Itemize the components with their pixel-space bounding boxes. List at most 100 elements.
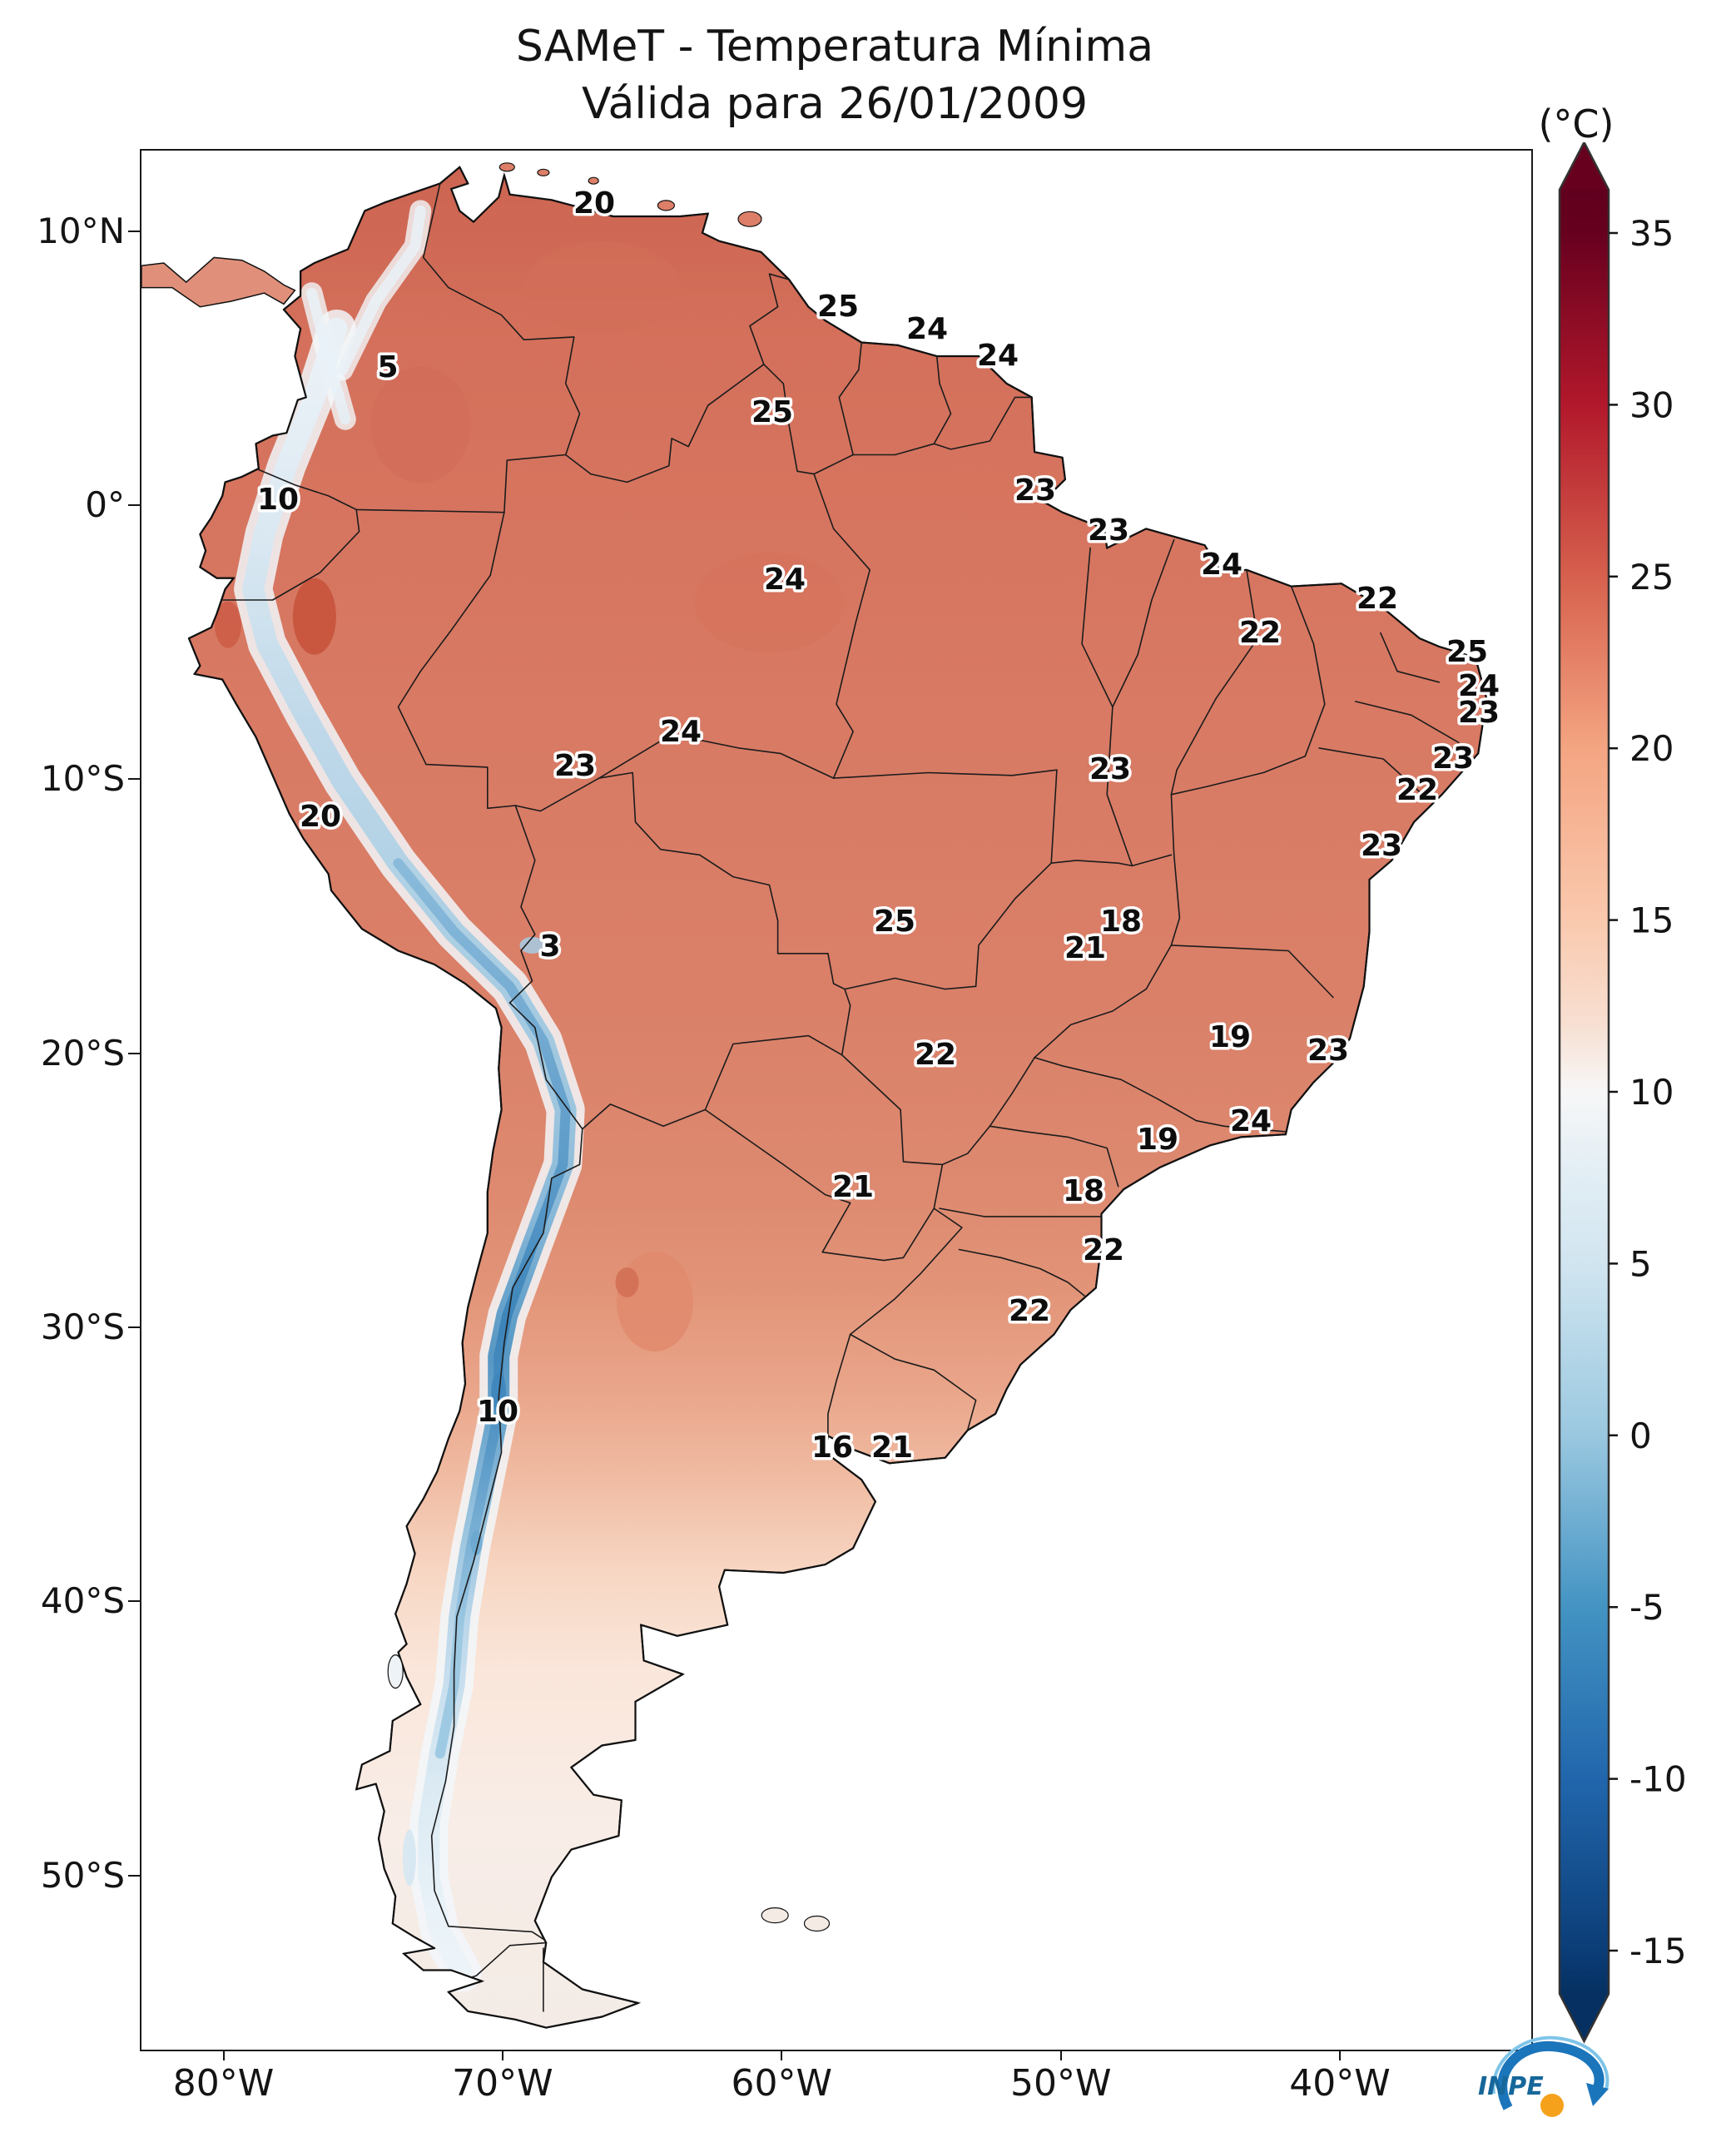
admin-border [827, 1333, 851, 1437]
lon-tick-mark [1339, 2050, 1342, 2060]
admin-border [1170, 755, 1307, 796]
temperature-label: 5 [377, 350, 398, 384]
temperature-label: 25 [1446, 635, 1488, 669]
temperature-label: 18 [1100, 905, 1142, 939]
lon-tick-label: 40°W [1289, 2062, 1391, 2105]
colorbar-outline [1558, 142, 1610, 2044]
temperature-label: 23 [554, 749, 596, 783]
colorbar-tick-label: 20 [1629, 728, 1674, 769]
temperature-label: 21 [832, 1170, 874, 1204]
admin-border [508, 1002, 583, 1130]
map-frame: 20 25 24 24 5 25 10 23 23 24 24 22 22 25 24 23 24 23 23 23 2… [140, 149, 1610, 2117]
admin-border [838, 341, 862, 456]
lat-tick-label: 10°N [37, 210, 125, 251]
temperature-label: 19 [1137, 1123, 1178, 1157]
island [387, 1654, 404, 1689]
lat-tick-mark [128, 778, 140, 781]
temperature-label: 18 [1063, 1174, 1104, 1208]
temperature-label: 23 [1361, 829, 1402, 863]
admin-border [1170, 569, 1259, 796]
temperature-label: 25 [751, 395, 793, 429]
admin-border [704, 1034, 843, 1111]
lon-tick-mark [1059, 2050, 1062, 2060]
lat-tick-label: 50°S [40, 1854, 125, 1896]
temperature-label: 24 [660, 715, 702, 749]
admin-border [939, 1207, 1103, 1217]
admin-border [1050, 854, 1173, 867]
temperature-label: 23 [1307, 1034, 1349, 1068]
admin-border [397, 511, 517, 810]
temperature-label: 3 [539, 930, 560, 964]
cold-spot [519, 936, 545, 954]
warm-hotspot [370, 366, 471, 483]
admin-border [1170, 945, 1334, 999]
admin-border [841, 1054, 944, 1209]
admin-border [1170, 794, 1181, 946]
admin-border [844, 977, 977, 990]
lat-tick-label: 40°S [40, 1580, 125, 1622]
figure-title: SAMeT - Temperatura Mínima Válida para 2… [140, 18, 1530, 132]
lat-tick-mark [128, 1326, 140, 1328]
temperature-label: 23 [1432, 741, 1474, 776]
admin-border [849, 1333, 977, 1431]
temperature-label: 22 [1009, 1294, 1050, 1328]
lon-tick-label: 70°W [452, 2062, 553, 2105]
temperature-label: 22 [1239, 616, 1281, 650]
temperature-label: 24 [977, 339, 1019, 373]
island [588, 176, 599, 185]
colorbar-tick-label: -5 [1629, 1587, 1664, 1628]
temperature-colorbar: 35 30 25 20 15 10 5 0 -5 -10 -15 [1558, 142, 1687, 2044]
admin-border [958, 1248, 1086, 1297]
temperature-label: 24 [1201, 548, 1242, 582]
inpe-logo: INPE [1478, 2035, 1610, 2117]
figure-title-line2: Válida para 26/01/2009 [581, 78, 1089, 129]
admin-border [813, 473, 870, 779]
admin-border [430, 1128, 583, 1944]
admin-border [1290, 585, 1326, 757]
colorbar-tick-label: 5 [1629, 1243, 1652, 1284]
admin-border [422, 182, 592, 475]
admin-border [582, 1103, 707, 1130]
logo-orbit-arc [1491, 2035, 1610, 2095]
warm-hotspot [694, 553, 845, 653]
colorbar-tick-label: 0 [1629, 1416, 1652, 1456]
colorbar-tick-label: 35 [1629, 213, 1674, 254]
temperature-label: 22 [1396, 773, 1438, 807]
col​orbar-extend-above [1560, 142, 1609, 190]
temperature-label: 22 [915, 1038, 956, 1072]
admin-border [514, 771, 851, 1056]
temperature-label: 25 [874, 905, 915, 939]
colorbar-unit-label: (°C) [1538, 102, 1614, 146]
lon-tick-label: 80°W [172, 2062, 275, 2105]
island [761, 1907, 789, 1924]
lat-tick-label: 30°S [40, 1306, 125, 1347]
lon-tick-mark [781, 2050, 783, 2060]
andes-cold-ridge [306, 287, 351, 425]
logo-arrow-arc [1497, 2040, 1605, 2110]
lat-tick-label: 0° [85, 484, 125, 526]
admin-border [508, 805, 536, 1004]
colorbar-extend-below [1560, 1994, 1609, 2041]
temperature-label: 20 [300, 800, 341, 834]
colorbar-tick-label: 25 [1629, 557, 1674, 598]
temperature-label: 23 [1014, 474, 1056, 508]
island [498, 162, 515, 172]
admin-border [813, 396, 1033, 475]
admin-border [704, 1108, 935, 1262]
temperature-label: 16 [811, 1431, 853, 1465]
admin-border [590, 364, 815, 483]
lon-tick-mark [501, 2050, 503, 2060]
lat-tick-label: 10°S [40, 758, 125, 800]
temperature-label: 24 [1458, 669, 1500, 703]
warm-hotspot [523, 241, 682, 334]
figure-title-line1: SAMeT - Temperatura Mínima [515, 22, 1154, 72]
temperature-label: 24 [906, 312, 948, 346]
temperature-label: 21 [871, 1431, 913, 1465]
lat-tick-mark [128, 504, 140, 507]
admin-border [1318, 747, 1421, 793]
lon-tick-label: 60°W [731, 2062, 832, 2105]
temperature-label: 25 [817, 290, 859, 324]
